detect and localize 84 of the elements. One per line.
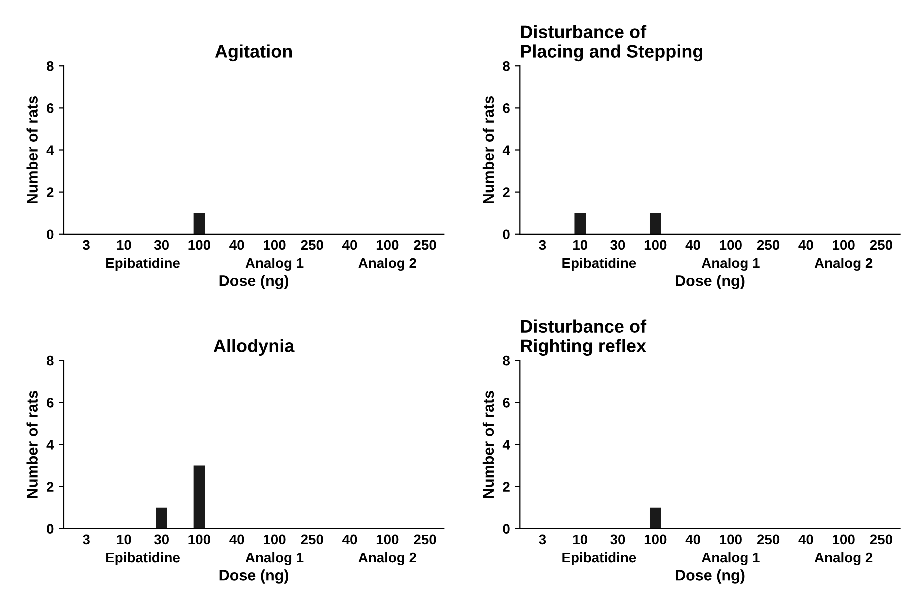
- text: Epibatidine: [562, 258, 636, 271]
- x-tick-label: 250: [301, 534, 324, 545]
- x-tick-label: 250: [757, 534, 780, 545]
- x-axis-title: Dose (ng): [220, 570, 289, 584]
- x-tick-label: 100: [644, 240, 667, 250]
- x-axis-title: Dose (ng): [220, 275, 289, 290]
- chart-title: Agitation: [215, 44, 292, 62]
- y-axis-title: Number of rats: [482, 96, 494, 204]
- x-tick-label: 40: [686, 240, 700, 250]
- y-tick-label: 8: [46, 356, 54, 366]
- x-axis-title: Dose (ng): [676, 570, 745, 584]
- text: Analog 2: [358, 552, 416, 566]
- x-tick-label: 100: [833, 240, 855, 250]
- x-tick-label: 10: [117, 534, 132, 545]
- y-tick-label: 6: [503, 104, 510, 114]
- x-tick-label: 250: [414, 240, 436, 250]
- x-tick-label: 30: [154, 240, 169, 250]
- y-tick-label: 4: [46, 440, 54, 450]
- y-tick-label: 8: [46, 61, 54, 72]
- x-tick-label: 100: [376, 240, 399, 250]
- y-axis-title: Number of rats: [482, 391, 494, 498]
- y-tick-label: 8: [503, 61, 510, 72]
- text: Analog 2: [814, 258, 873, 272]
- y-tick-label: 2: [503, 482, 510, 492]
- x-tick-label: 100: [720, 534, 742, 545]
- text: Epibatidine: [106, 258, 180, 271]
- x-tick-label: 100: [188, 240, 210, 250]
- x-tick-label: 250: [301, 240, 324, 250]
- x-tick-label: 40: [342, 534, 358, 545]
- y-tick-label: 0: [503, 524, 510, 534]
- y-tick-label: 2: [47, 482, 54, 492]
- x-tick-label: 250: [870, 534, 892, 545]
- text: Analog 1: [246, 552, 304, 566]
- x-tick-label: 40: [798, 240, 814, 250]
- text: Analog 1: [702, 552, 760, 566]
- y-tick-label: 8: [503, 356, 510, 366]
- x-tick-label: 40: [798, 534, 814, 545]
- x-tick-label: 40: [230, 240, 244, 250]
- y-tick-label: 2: [503, 188, 510, 198]
- y-tick-label: 0: [503, 230, 510, 240]
- x-tick-label: 3: [83, 534, 90, 545]
- x-tick-label: 30: [610, 534, 626, 545]
- x-tick-label: 250: [414, 534, 436, 545]
- x-tick-label: 10: [574, 240, 588, 250]
- y-tick-label: 0: [47, 524, 54, 534]
- x-tick-label: 3: [539, 534, 546, 545]
- y-tick-label: 2: [47, 188, 54, 198]
- x-tick-label: 100: [833, 534, 855, 545]
- text: Analog 2: [358, 258, 416, 272]
- y-tick-label: 6: [503, 398, 510, 408]
- text: Analog 1: [702, 258, 760, 272]
- text: Epibatidine: [106, 552, 180, 566]
- y-axis-title: Number of rats: [26, 96, 38, 204]
- x-tick-label: 40: [686, 534, 700, 545]
- x-tick-label: 100: [644, 534, 667, 545]
- x-tick-label: 30: [154, 534, 169, 545]
- chart-title: Disturbance of Righting reflex: [521, 320, 647, 356]
- x-tick-label: 40: [342, 240, 358, 250]
- text: Analog 2: [814, 552, 873, 566]
- x-tick-label: 100: [376, 534, 399, 545]
- x-tick-label: 100: [720, 240, 742, 250]
- x-tick-label: 250: [757, 240, 780, 250]
- x-tick-label: 30: [610, 240, 626, 250]
- x-tick-label: 100: [264, 240, 286, 250]
- x-axis-title: Dose (ng): [676, 275, 745, 290]
- x-tick-label: 100: [188, 534, 210, 545]
- x-tick-label: 3: [83, 240, 90, 250]
- y-tick-label: 6: [47, 398, 54, 408]
- y-tick-label: 0: [47, 230, 54, 240]
- y-tick-label: 6: [47, 104, 54, 114]
- x-tick-label: 10: [117, 240, 132, 250]
- chart-title: Allodynia: [214, 339, 295, 356]
- y-tick-label: 4: [502, 440, 510, 450]
- x-tick-label: 10: [574, 534, 588, 545]
- y-tick-label: 4: [502, 146, 510, 156]
- chart-title: Disturbance of Placing and Stepping: [521, 25, 703, 62]
- x-tick-label: 250: [870, 240, 892, 250]
- x-tick-label: 40: [230, 534, 244, 545]
- x-tick-label: 100: [264, 534, 286, 545]
- text: Analog 1: [246, 258, 304, 272]
- y-axis-title: Number of rats: [26, 391, 38, 498]
- text: Epibatidine: [562, 552, 636, 566]
- x-tick-label: 3: [539, 240, 546, 250]
- y-tick-label: 4: [46, 146, 54, 156]
